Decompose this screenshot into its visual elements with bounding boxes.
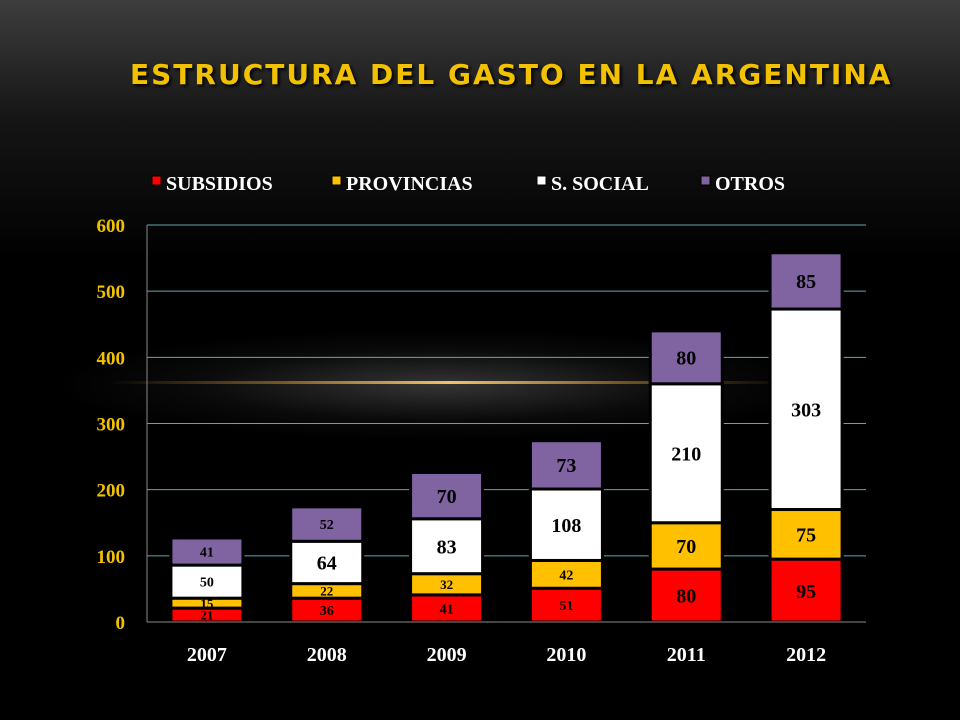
bar-otros-2008 bbox=[289, 505, 365, 543]
bar-s-social-2012 bbox=[768, 307, 844, 512]
data-label-provincias-2010: 42 bbox=[559, 568, 573, 583]
data-label-otros-2007: 41 bbox=[200, 546, 214, 561]
y-tick-label-100: 100 bbox=[97, 547, 126, 568]
data-label-subsidios-2010: 51 bbox=[559, 599, 573, 614]
bar-provincias-2012 bbox=[768, 508, 844, 561]
bar-subsidios-2011 bbox=[648, 567, 724, 624]
bar-s-social-2007 bbox=[169, 563, 245, 600]
bar-provincias-2011 bbox=[648, 521, 724, 571]
bar-s-social-2010 bbox=[528, 487, 604, 562]
data-label-s-social-2008: 64 bbox=[317, 553, 337, 575]
y-tick-label-200: 200 bbox=[97, 481, 126, 502]
x-tick-label-2007: 2007 bbox=[187, 644, 227, 666]
gridlines bbox=[147, 224, 866, 557]
data-label-provincias-2011: 70 bbox=[676, 536, 696, 558]
legend-label-2: S. SOCIAL bbox=[551, 173, 649, 195]
data-label-otros-2012: 85 bbox=[796, 271, 816, 293]
legend-swatch-1 bbox=[331, 175, 342, 186]
data-label-subsidios-2007: 21 bbox=[200, 608, 213, 623]
bar-s-social-2009 bbox=[409, 517, 485, 576]
bar-subsidios-2009 bbox=[409, 593, 485, 624]
legend-swatch-0 bbox=[151, 175, 162, 186]
legend: SUBSIDIOS PROVINCIAS S. SOCIAL OTROS bbox=[151, 173, 785, 195]
legend-swatch-3 bbox=[700, 175, 711, 186]
bars: 2115504136226452413283705142108738070210… bbox=[169, 251, 844, 624]
chart-title: ESTRUCTURA DEL GASTO EN LA ARGENTINA bbox=[130, 58, 893, 91]
bar-otros-2007 bbox=[169, 536, 245, 567]
legend-label-1: PROVINCIAS bbox=[346, 173, 473, 195]
x-tick-label-2011: 2011 bbox=[667, 644, 706, 666]
x-tick-label-2012: 2012 bbox=[786, 644, 826, 666]
bar-otros-2011 bbox=[648, 329, 724, 386]
legend-swatch-2 bbox=[536, 175, 547, 186]
data-label-provincias-2012: 75 bbox=[796, 525, 816, 547]
x-tick-label-2008: 2008 bbox=[307, 644, 347, 666]
data-label-subsidios-2012: 95 bbox=[796, 581, 816, 603]
bar-otros-2009 bbox=[409, 470, 485, 521]
x-tick-label-2009: 2009 bbox=[427, 644, 467, 666]
data-label-subsidios-2011: 80 bbox=[676, 586, 696, 608]
x-axis: 2007 2008 2009 2010 2011 2012 bbox=[147, 621, 866, 666]
y-tick-label-600: 600 bbox=[97, 216, 126, 237]
data-label-otros-2011: 80 bbox=[676, 348, 696, 370]
y-axis: 0 100 200 300 400 500 600 bbox=[97, 216, 148, 634]
data-label-subsidios-2008: 36 bbox=[320, 604, 334, 619]
data-label-s-social-2012: 303 bbox=[791, 399, 821, 421]
legend-label-0: SUBSIDIOS bbox=[166, 173, 273, 195]
y-tick-label-0: 0 bbox=[116, 613, 126, 634]
y-tick-label-300: 300 bbox=[97, 415, 126, 436]
legend-label-3: OTROS bbox=[715, 173, 785, 195]
data-label-provincias-2009: 32 bbox=[440, 577, 453, 592]
data-label-subsidios-2009: 41 bbox=[440, 602, 454, 617]
y-tick-label-400: 400 bbox=[97, 348, 126, 369]
y-tick-label-500: 500 bbox=[97, 282, 126, 303]
data-label-s-social-2011: 210 bbox=[671, 443, 701, 465]
data-label-s-social-2009: 83 bbox=[437, 536, 457, 558]
x-tick-label-2010: 2010 bbox=[546, 644, 586, 666]
bar-s-social-2008 bbox=[289, 539, 365, 586]
data-label-otros-2008: 52 bbox=[320, 518, 334, 533]
data-label-otros-2010: 73 bbox=[556, 455, 576, 477]
bar-otros-2012 bbox=[768, 251, 844, 311]
data-label-otros-2009: 70 bbox=[437, 486, 457, 508]
data-label-s-social-2010: 108 bbox=[551, 515, 581, 537]
data-label-provincias-2008: 22 bbox=[320, 584, 333, 599]
data-label-s-social-2007: 50 bbox=[200, 576, 214, 591]
bar-otros-2010 bbox=[528, 439, 604, 491]
